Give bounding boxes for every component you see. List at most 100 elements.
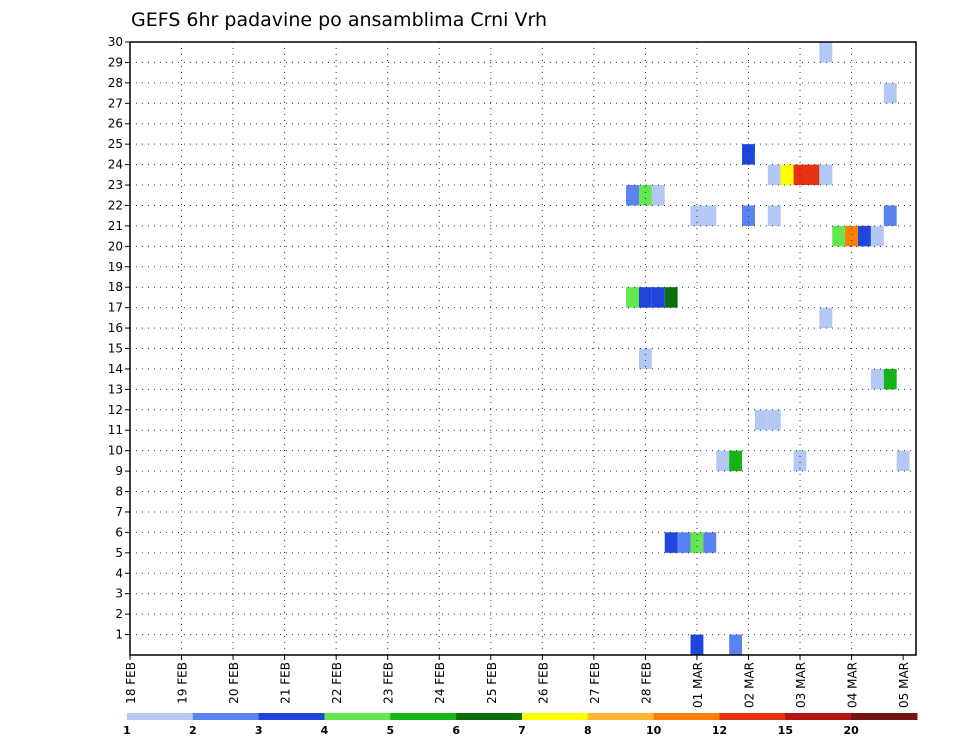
colorbar-label: 15 xyxy=(778,724,793,737)
y-tick-label: 4 xyxy=(115,566,123,580)
colorbar-label: 7 xyxy=(518,724,526,737)
data-cell xyxy=(651,287,665,308)
data-cell xyxy=(690,205,704,226)
data-cell xyxy=(664,532,678,553)
colorbar-swatch xyxy=(851,713,918,720)
data-cell xyxy=(845,225,859,247)
colorbar-swatch xyxy=(258,713,325,720)
y-tick-label: 23 xyxy=(108,178,123,192)
y-tick-label: 6 xyxy=(115,525,123,539)
plot-frame xyxy=(129,41,917,656)
colorbar-swatch xyxy=(653,713,720,720)
colorbar-swatch xyxy=(192,713,260,720)
y-tick-label: 28 xyxy=(108,76,123,90)
y-tick-label: 25 xyxy=(108,137,123,151)
y-tick-label: 21 xyxy=(108,219,123,233)
y-tick-label: 17 xyxy=(108,301,123,315)
colorbar-swatch xyxy=(456,713,523,720)
data-cell xyxy=(742,144,755,165)
y-tick-label: 5 xyxy=(115,546,123,560)
y-tick-label: 30 xyxy=(108,35,123,49)
colorbar-swatch xyxy=(324,713,391,720)
colorbar-swatch xyxy=(522,713,589,720)
data-cell xyxy=(754,409,768,431)
data-cell xyxy=(638,287,652,308)
data-cell xyxy=(638,185,652,206)
x-tick-label: 01 MAR xyxy=(691,662,705,708)
colorbar-label: 10 xyxy=(646,724,662,737)
colorbar: 1 2 3 4 5 6 7 8 10 12 15 20 xyxy=(123,713,918,737)
data-cell xyxy=(626,185,639,206)
cells-layer xyxy=(626,42,910,655)
y-tick-label: 11 xyxy=(108,423,123,437)
colorbar-label: 8 xyxy=(584,724,592,737)
x-tick-label: 27 FEB xyxy=(588,662,602,704)
data-cell xyxy=(729,450,743,472)
y-tick-label: 18 xyxy=(108,280,123,294)
colorbar-label: 2 xyxy=(189,724,197,737)
colorbar-swatch xyxy=(127,713,194,720)
data-cell xyxy=(690,532,704,553)
y-tick-label: 2 xyxy=(115,607,123,621)
y-tick-label: 9 xyxy=(115,464,123,478)
y-tick-label: 24 xyxy=(108,158,123,172)
y-tick-label: 3 xyxy=(115,587,123,601)
data-cell xyxy=(716,450,730,472)
data-cell xyxy=(819,42,833,63)
colorbar-swatch xyxy=(719,713,786,720)
data-cell xyxy=(883,205,897,226)
data-cell xyxy=(870,368,884,390)
y-tick-label: 7 xyxy=(115,505,123,519)
y-tick-label: 14 xyxy=(108,362,123,376)
data-cell xyxy=(883,368,897,390)
data-cell xyxy=(664,287,678,308)
x-tick-label: 25 FEB xyxy=(485,662,499,704)
colorbar-label: 5 xyxy=(387,724,395,737)
x-tick-label: 21 FEB xyxy=(279,662,293,704)
colorbar-label: 4 xyxy=(321,724,329,737)
x-tick-label: 19 FEB xyxy=(176,662,190,704)
x-tick-label: 23 FEB xyxy=(382,662,396,704)
data-cell xyxy=(896,450,910,472)
data-cell xyxy=(832,225,846,247)
data-cell xyxy=(703,205,717,226)
data-cell xyxy=(767,409,781,431)
y-tick-label: 29 xyxy=(108,55,123,69)
data-cell xyxy=(883,82,897,104)
chart-title: GEFS 6hr padavine po ansamblima Crni Vrh xyxy=(131,9,547,31)
colorbar-label: 20 xyxy=(844,724,860,737)
y-tick-label: 1 xyxy=(115,628,123,642)
y-tick-label: 12 xyxy=(108,403,123,417)
data-cell xyxy=(780,164,794,186)
x-tick-label: 18 FEB xyxy=(124,662,138,704)
y-tick-label: 20 xyxy=(108,239,123,253)
data-cell xyxy=(858,225,871,247)
data-cell xyxy=(742,205,755,226)
x-tick-label: 26 FEB xyxy=(536,662,550,704)
data-cell xyxy=(870,225,884,247)
data-cell xyxy=(793,450,807,472)
x-tick-label: 20 FEB xyxy=(227,662,241,704)
colorbar-swatch xyxy=(785,713,852,720)
data-cell xyxy=(819,164,833,186)
data-cell xyxy=(729,634,743,655)
colorbar-swatch xyxy=(587,713,655,720)
data-cell xyxy=(626,287,639,308)
y-tick-label: 26 xyxy=(108,117,123,131)
data-cell xyxy=(767,164,781,186)
y-tick-label: 16 xyxy=(108,321,123,335)
colorbar-label: 12 xyxy=(712,724,727,737)
x-tick-label: 28 FEB xyxy=(639,662,653,704)
data-cell xyxy=(819,307,833,329)
x-tick-label: 24 FEB xyxy=(433,662,447,704)
x-tick-label: 05 MAR xyxy=(897,662,911,708)
colorbar-swatch xyxy=(390,713,457,720)
x-tick-label: 04 MAR xyxy=(846,662,860,708)
data-cell xyxy=(638,348,652,369)
grid-layer xyxy=(130,42,916,655)
y-tick-label: 10 xyxy=(108,444,123,458)
x-tick-label: 03 MAR xyxy=(794,662,808,708)
data-cell xyxy=(767,205,781,226)
